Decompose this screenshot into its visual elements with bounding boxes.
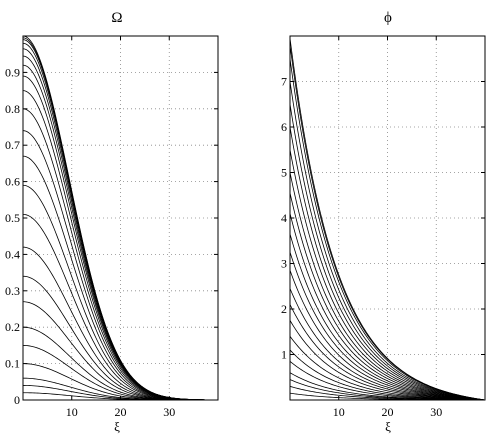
phi-x-axis-label: ξ — [385, 419, 391, 434]
phi-panel: ϕ 1 2 3 4 5 6 7 10 20 30 ξ — [281, 10, 486, 434]
omega-y-tick-label: 0.8 — [5, 102, 20, 116]
phi-y-tick-label: 5 — [281, 166, 287, 180]
phi-x-tick-label: 20 — [382, 405, 394, 419]
omega-x-tick-label: 30 — [163, 405, 175, 419]
omega-y-ticks: 0 0.1 0.2 0.3 0.4 0.5 0.6 0.7 0.8 0.9 — [5, 65, 218, 407]
omega-x-tick-label: 10 — [66, 405, 78, 419]
phi-y-tick-label: 2 — [281, 302, 287, 316]
omega-title: Ω — [111, 10, 122, 26]
phi-y-tick-label: 4 — [281, 211, 287, 225]
omega-y-tick-label: 0.2 — [5, 320, 20, 334]
omega-y-tick-label: 0.6 — [5, 175, 20, 189]
phi-series-line — [289, 38, 486, 401]
omega-x-ticks: 10 20 30 — [66, 36, 175, 419]
omega-y-tick-label: 0 — [14, 393, 20, 407]
phi-x-ticks: 10 20 30 — [333, 36, 442, 419]
phi-y-ticks: 1 2 3 4 5 6 7 — [281, 75, 485, 362]
omega-curves — [22, 35, 219, 401]
phi-y-tick-label: 3 — [281, 257, 287, 271]
omega-y-tick-label: 0.7 — [5, 138, 20, 152]
omega-y-tick-label: 0.5 — [5, 211, 20, 225]
phi-title: ϕ — [384, 10, 392, 26]
phi-series-line — [289, 126, 486, 401]
omega-x-tick-label: 20 — [115, 405, 127, 419]
phi-y-tick-label: 6 — [281, 120, 287, 134]
phi-y-tick-label: 1 — [281, 348, 287, 362]
omega-plot-frame — [22, 35, 219, 401]
phi-y-tick-label: 7 — [281, 75, 287, 89]
omega-series-line — [22, 35, 219, 401]
omega-y-tick-label: 0.9 — [5, 65, 20, 79]
phi-x-tick-label: 10 — [333, 405, 345, 419]
omega-panel: Ω 0 0.1 0.2 0.3 0.4 0.5 0.6 0.7 0.8 0.9 10 20 30 ξ — [5, 10, 219, 434]
omega-y-tick-label: 0.1 — [5, 357, 20, 371]
phi-x-tick-label: 30 — [430, 405, 442, 419]
omega-y-tick-label: 0.3 — [5, 284, 20, 298]
omega-y-tick-label: 0.4 — [5, 247, 20, 261]
omega-x-axis-label: ξ — [114, 419, 120, 434]
phi-grid — [290, 36, 485, 400]
